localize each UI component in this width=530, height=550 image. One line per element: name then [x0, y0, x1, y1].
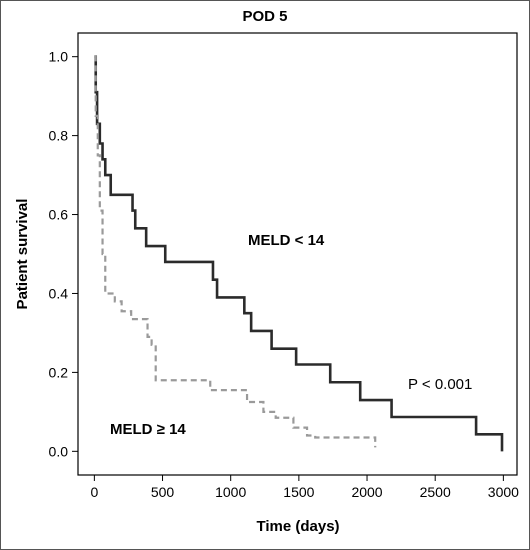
- annotation-meld-low: MELD < 14: [248, 232, 325, 249]
- x-tick-label: 1500: [283, 484, 314, 500]
- series-line-meld-low: [94, 55, 504, 452]
- x-tick-label: 2000: [351, 484, 382, 500]
- x-tick-label: 0: [90, 484, 98, 500]
- y-tick-label: 0.2: [49, 364, 69, 380]
- x-tick-label: 2500: [420, 484, 451, 500]
- series-layer: [94, 55, 504, 452]
- x-tick-label: 500: [151, 484, 175, 500]
- series-line-meld-high: [94, 55, 377, 448]
- x-tick-label: 3000: [488, 484, 519, 500]
- y-tick-label: 0.8: [49, 128, 69, 144]
- chart-title: POD 5: [242, 8, 287, 25]
- x-tick-label: 1000: [215, 484, 246, 500]
- x-axis-label: Time (days): [256, 518, 339, 535]
- y-tick-label: 1.0: [49, 49, 69, 65]
- x-axis: 0 500 1000 1500 2000 2500 3000: [90, 475, 519, 500]
- plot-area: [77, 32, 518, 476]
- annotation-meld-high: MELD ≥ 14: [110, 421, 186, 438]
- y-axis-label: Patient survival: [14, 199, 31, 310]
- y-tick-label: 0.4: [49, 285, 69, 301]
- annotation-p-value: P < 0.001: [408, 376, 472, 393]
- y-tick-label: 0.6: [49, 207, 69, 223]
- y-tick-label: 0.0: [49, 443, 69, 459]
- y-axis: 0.0 0.2 0.4 0.6 0.8 1.0: [49, 49, 78, 459]
